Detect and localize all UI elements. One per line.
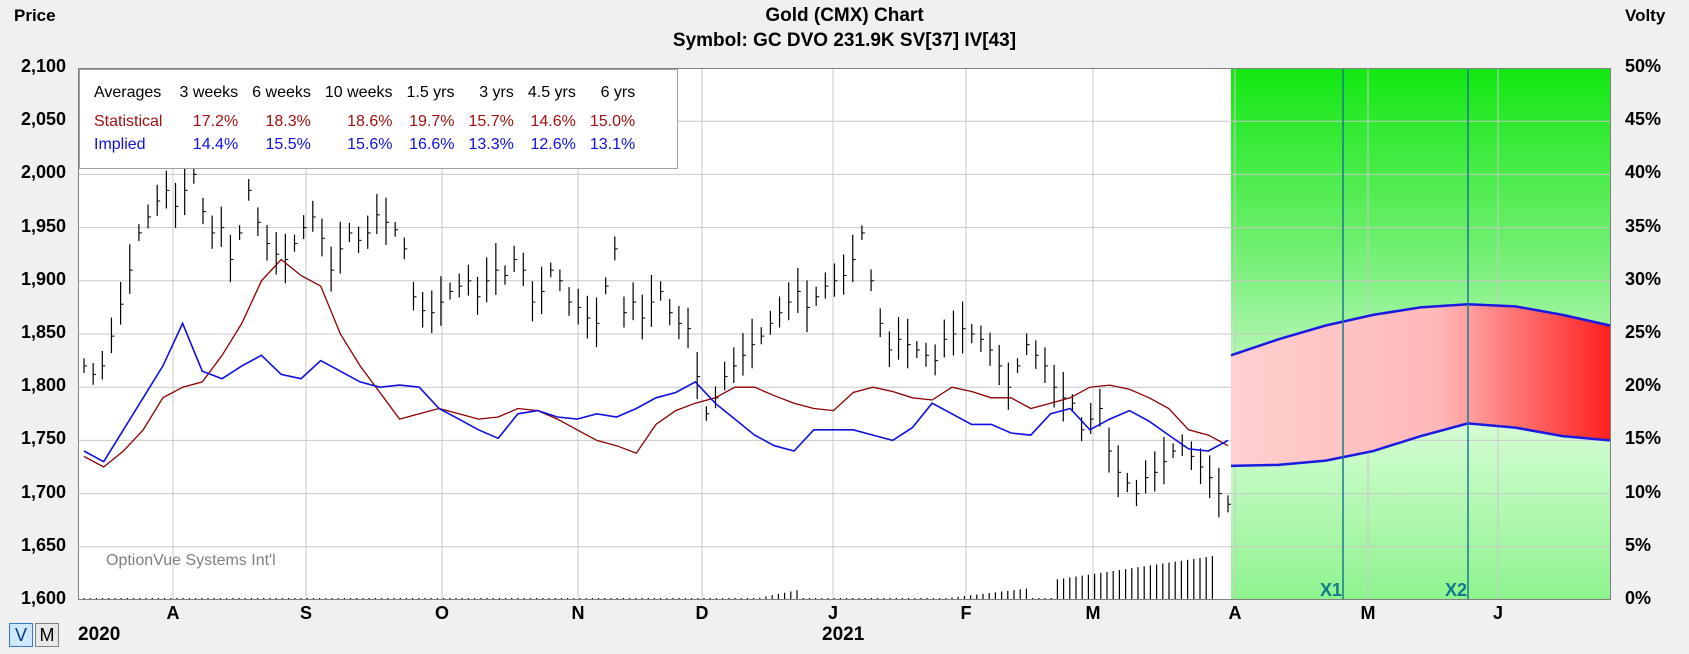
y-tick-label: 1,850 xyxy=(20,322,66,342)
y2-tick-label: 30% xyxy=(1625,268,1662,289)
month-label: M xyxy=(1360,603,1376,623)
y2-tick-label: 40% xyxy=(1625,162,1662,183)
averages-cell: 15.6% xyxy=(347,136,393,153)
y2-tick-label: 25% xyxy=(1625,322,1662,342)
averages-cell: 14.6% xyxy=(530,113,576,130)
averages-cell: 4.5 yrs xyxy=(527,84,576,101)
chart-subtitle: Symbol: GC DVO 231.9K SV[37] IV[43] xyxy=(672,30,1017,51)
chart-title: Gold (CMX) Chart xyxy=(765,5,924,26)
averages-cell: 17.2% xyxy=(192,113,239,130)
y-tick-label: 2,100 xyxy=(20,56,66,76)
averages-table: Averages 3 weeks 6 weeks 10 weeks 1.5 yrs 3 y… xyxy=(79,69,678,169)
cone-upper-line xyxy=(1230,302,1611,357)
moving-average-view-button[interactable]: M xyxy=(35,623,59,647)
averages-cell: 6 weeks xyxy=(252,84,311,101)
y2-tick-label: 20% xyxy=(1625,375,1662,396)
cone-lower-line xyxy=(1230,422,1611,468)
averages-statistical-row: Statistical 17.2% 18.3% 18.6% 19.7% 15.7% 14.6… xyxy=(90,110,642,133)
averages-cell: 12.6% xyxy=(530,136,576,153)
averages-cell: 3 weeks xyxy=(179,84,239,101)
grid-lines xyxy=(78,68,1611,600)
y2-tick-label: 35% xyxy=(1625,215,1662,236)
month-label: S xyxy=(299,603,313,623)
averages-cell: 1.5 yrs xyxy=(406,84,455,101)
y2-tick-label: 5% xyxy=(1625,534,1652,555)
y-tick-label: 1,750 xyxy=(20,428,66,449)
y2-tick-label: 10% xyxy=(1625,481,1662,502)
year-label-2021: 2021 xyxy=(822,624,865,645)
x1-marker-label: X1 xyxy=(1320,580,1342,600)
x2-marker-label: X2 xyxy=(1445,580,1467,600)
volatility-view-button[interactable]: V xyxy=(9,623,33,647)
month-label: O xyxy=(434,603,450,623)
y-tick-label: 2,050 xyxy=(20,109,66,130)
averages-cell: Statistical xyxy=(94,113,163,130)
averages-cell: 15.7% xyxy=(468,113,514,130)
month-label: D xyxy=(695,603,709,623)
y-tick-label: 1,650 xyxy=(20,534,66,555)
averages-implied-row: Implied 14.4% 15.5% 15.6% 16.6% 13.3% 12.6% 13.… xyxy=(90,133,642,156)
averages-cell: 15.0% xyxy=(589,113,636,130)
y2-tick-label: 0% xyxy=(1625,588,1652,608)
watermark: OptionVue Systems Int'l xyxy=(106,552,276,569)
month-label: J xyxy=(827,603,839,623)
y-tick-label: 1,800 xyxy=(20,375,66,396)
plot-border xyxy=(78,68,1611,600)
y-tick-label: 1,950 xyxy=(20,215,66,236)
month-label: A xyxy=(166,603,180,623)
averages-cell: 13.1% xyxy=(589,136,636,153)
statistical-volatility-line xyxy=(83,258,1229,468)
y-tick-label: 1,700 xyxy=(20,481,66,502)
y-tick-label: 2,000 xyxy=(20,162,66,183)
month-label: F xyxy=(960,603,972,623)
averages-cell: Averages xyxy=(94,84,162,101)
month-label: N xyxy=(571,603,585,623)
y2-tick-label: 45% xyxy=(1625,109,1662,130)
y-axis-label: Price xyxy=(14,6,56,25)
averages-cell: 10 weeks xyxy=(324,84,393,101)
month-label: M xyxy=(1085,603,1101,623)
y2-tick-label: 15% xyxy=(1625,428,1662,449)
averages-header-row: Averages 3 weeks 6 weeks 10 weeks 1.5 yrs 3 y… xyxy=(90,81,642,110)
y-tick-label: 1,900 xyxy=(20,268,66,289)
averages-cell: 6 yrs xyxy=(600,84,636,101)
averages-cell: 14.4% xyxy=(192,136,239,153)
price-bars xyxy=(83,163,1231,518)
averages-cell: Implied xyxy=(94,136,146,153)
year-label-2020: 2020 xyxy=(78,624,121,645)
averages-cell: 18.3% xyxy=(265,113,311,130)
averages-cell: 13.3% xyxy=(468,136,514,153)
volatility-cone xyxy=(1231,304,1610,466)
y2-axis-label: Volty xyxy=(1625,6,1666,25)
averages-cell: 3 yrs xyxy=(479,84,514,101)
month-label: J xyxy=(1492,603,1504,623)
averages-cell: 16.6% xyxy=(409,136,455,153)
y2-tick-label: 50% xyxy=(1625,56,1662,76)
averages-cell: 15.5% xyxy=(265,136,311,153)
implied-volatility-line xyxy=(83,321,1229,463)
month-label: A xyxy=(1228,603,1242,623)
averages-cell: 18.6% xyxy=(347,113,393,130)
averages-cell: 19.7% xyxy=(409,113,455,130)
y-tick-label: 1,600 xyxy=(20,588,66,608)
